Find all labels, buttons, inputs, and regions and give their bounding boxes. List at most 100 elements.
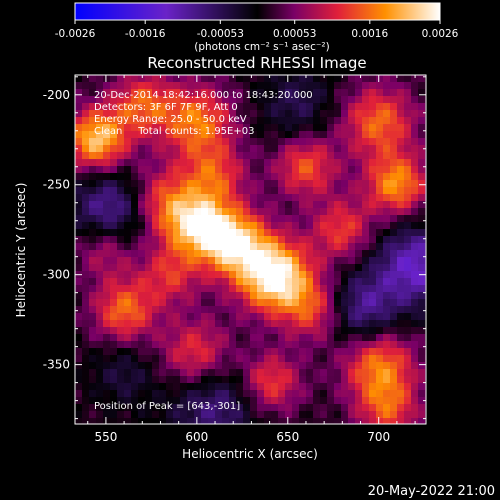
heatmap-cell: [187, 166, 195, 174]
heatmap-cell: [411, 82, 419, 90]
heatmap-cell: [257, 96, 265, 104]
heatmap-cell: [180, 124, 188, 132]
heatmap-cell: [75, 82, 83, 90]
heatmap-cell: [152, 89, 160, 97]
heatmap-cell: [222, 278, 230, 286]
heatmap-cell: [397, 82, 405, 90]
heatmap-cell: [313, 117, 321, 125]
heatmap-cell: [320, 264, 328, 272]
heatmap-cell: [264, 418, 272, 424]
heatmap-cell: [418, 194, 426, 202]
heatmap-cell: [271, 250, 279, 258]
heatmap-cell: [362, 103, 370, 111]
heatmap-cell: [376, 257, 384, 265]
heatmap-cell: [383, 278, 391, 286]
heatmap-cell: [75, 96, 83, 104]
heatmap-cell: [404, 110, 412, 118]
heatmap-cell: [194, 369, 202, 377]
heatmap-cell: [117, 355, 125, 363]
heatmap-cell: [187, 103, 195, 111]
heatmap-cell: [180, 138, 188, 146]
heatmap-cell: [173, 257, 181, 265]
heatmap-cell: [327, 348, 335, 356]
heatmap-cell: [299, 131, 307, 139]
heatmap-cell: [404, 124, 412, 132]
heatmap-cell: [376, 334, 384, 342]
heatmap-cell: [306, 306, 314, 314]
heatmap-cell: [215, 166, 223, 174]
heatmap-cell: [285, 285, 293, 293]
heatmap-cell: [82, 327, 90, 335]
heatmap-cell: [348, 264, 356, 272]
heatmap-cell: [173, 117, 181, 125]
heatmap-cell: [397, 124, 405, 132]
heatmap-cell: [292, 278, 300, 286]
heatmap-cell: [89, 334, 97, 342]
heatmap-cell: [369, 299, 377, 307]
heatmap-cell: [299, 103, 307, 111]
heatmap-cell: [124, 96, 132, 104]
heatmap-cell: [187, 229, 195, 237]
heatmap-cell: [194, 362, 202, 370]
heatmap-cell: [152, 166, 160, 174]
heatmap-cell: [229, 306, 237, 314]
heatmap-cell: [285, 264, 293, 272]
colorbar-tick-label: -0.0026: [55, 28, 96, 40]
heatmap-cell: [96, 306, 104, 314]
heatmap-cell: [299, 341, 307, 349]
heatmap-cell: [271, 229, 279, 237]
heatmap-cell: [383, 285, 391, 293]
heatmap-cell: [313, 369, 321, 377]
heatmap-cell: [306, 292, 314, 300]
heatmap-cell: [194, 285, 202, 293]
heatmap-cell: [187, 110, 195, 118]
heatmap-cell: [348, 103, 356, 111]
heatmap-cell: [131, 103, 139, 111]
heatmap-cell: [215, 201, 223, 209]
heatmap-cell: [236, 306, 244, 314]
heatmap-cell: [96, 201, 104, 209]
heatmap-cell: [124, 89, 132, 97]
heatmap-cell: [362, 96, 370, 104]
heatmap-cell: [292, 327, 300, 335]
heatmap-cell: [138, 418, 146, 424]
heatmap-cell: [271, 152, 279, 160]
heatmap-cell: [257, 208, 265, 216]
heatmap-cell: [411, 89, 419, 97]
heatmap-cell: [376, 271, 384, 279]
heatmap-cell: [152, 96, 160, 104]
heatmap-cell: [208, 341, 216, 349]
heatmap-cell: [299, 89, 307, 97]
heatmap-cell: [355, 152, 363, 160]
heatmap-cell: [208, 124, 216, 132]
heatmap-cell: [306, 348, 314, 356]
heatmap-cell: [299, 334, 307, 342]
heatmap-cell: [348, 278, 356, 286]
heatmap-cell: [355, 355, 363, 363]
heatmap-cell: [208, 299, 216, 307]
heatmap-cell: [257, 383, 265, 391]
heatmap-cell: [278, 271, 286, 279]
heatmap-cell: [89, 173, 97, 181]
heatmap-cell: [194, 131, 202, 139]
heatmap-cell: [96, 404, 104, 412]
heatmap-cell: [341, 152, 349, 160]
heatmap-cell: [236, 187, 244, 195]
heatmap-cell: [243, 131, 251, 139]
heatmap-cell: [96, 173, 104, 181]
heatmap-cell: [243, 187, 251, 195]
heatmap-cell: [264, 411, 272, 419]
heatmap-cell: [96, 278, 104, 286]
heatmap-cell: [222, 348, 230, 356]
heatmap-cell: [194, 341, 202, 349]
heatmap-cell: [348, 194, 356, 202]
heatmap-cell: [117, 173, 125, 181]
heatmap-cell: [397, 264, 405, 272]
heatmap-cell: [341, 418, 349, 424]
heatmap-cell: [222, 124, 230, 132]
heatmap-cell: [75, 201, 83, 209]
heatmap-cell: [180, 285, 188, 293]
heatmap-cell: [390, 292, 398, 300]
heatmap-cell: [166, 89, 174, 97]
heatmap-cell: [250, 320, 258, 328]
